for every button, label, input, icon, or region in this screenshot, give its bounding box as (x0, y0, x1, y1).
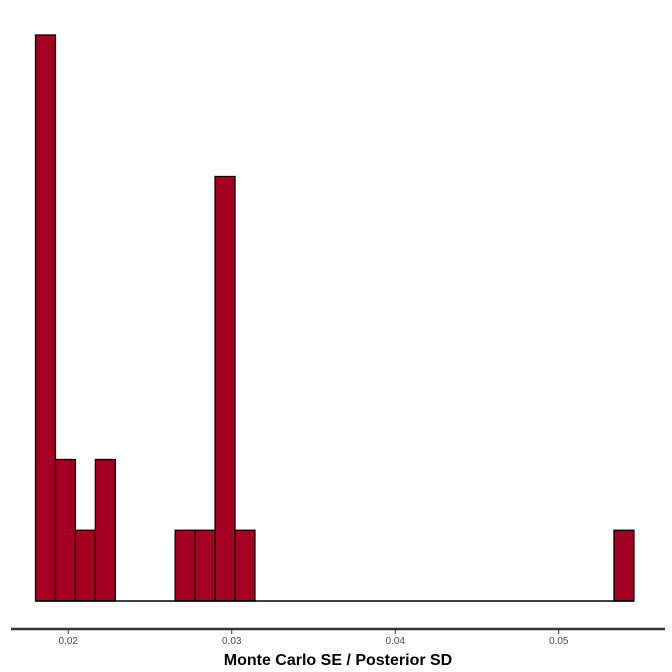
histogram-bar-5 (194, 529, 216, 602)
histogram-bar-6 (214, 175, 236, 602)
x-tick-label-0: 0.02 (58, 636, 78, 647)
bars-layer (34, 34, 635, 602)
histogram-bar-4 (174, 529, 196, 602)
x-tick-label-2: 0.04 (385, 636, 405, 647)
histogram-bar-7 (234, 529, 256, 602)
histogram-bar-8 (613, 529, 635, 602)
histogram-bar-3 (94, 458, 116, 602)
x-tick-label-1: 0.03 (222, 636, 242, 647)
x-axis-title: Monte Carlo SE / Posterior SD (224, 652, 452, 669)
histogram-bar-1 (54, 458, 77, 602)
histogram-bar-2 (74, 529, 97, 602)
x-ticks: 0.02 0.03 0.04 0.05 (58, 629, 569, 647)
histogram-bar-0 (34, 34, 57, 602)
x-tick-label-3: 0.05 (549, 636, 569, 647)
